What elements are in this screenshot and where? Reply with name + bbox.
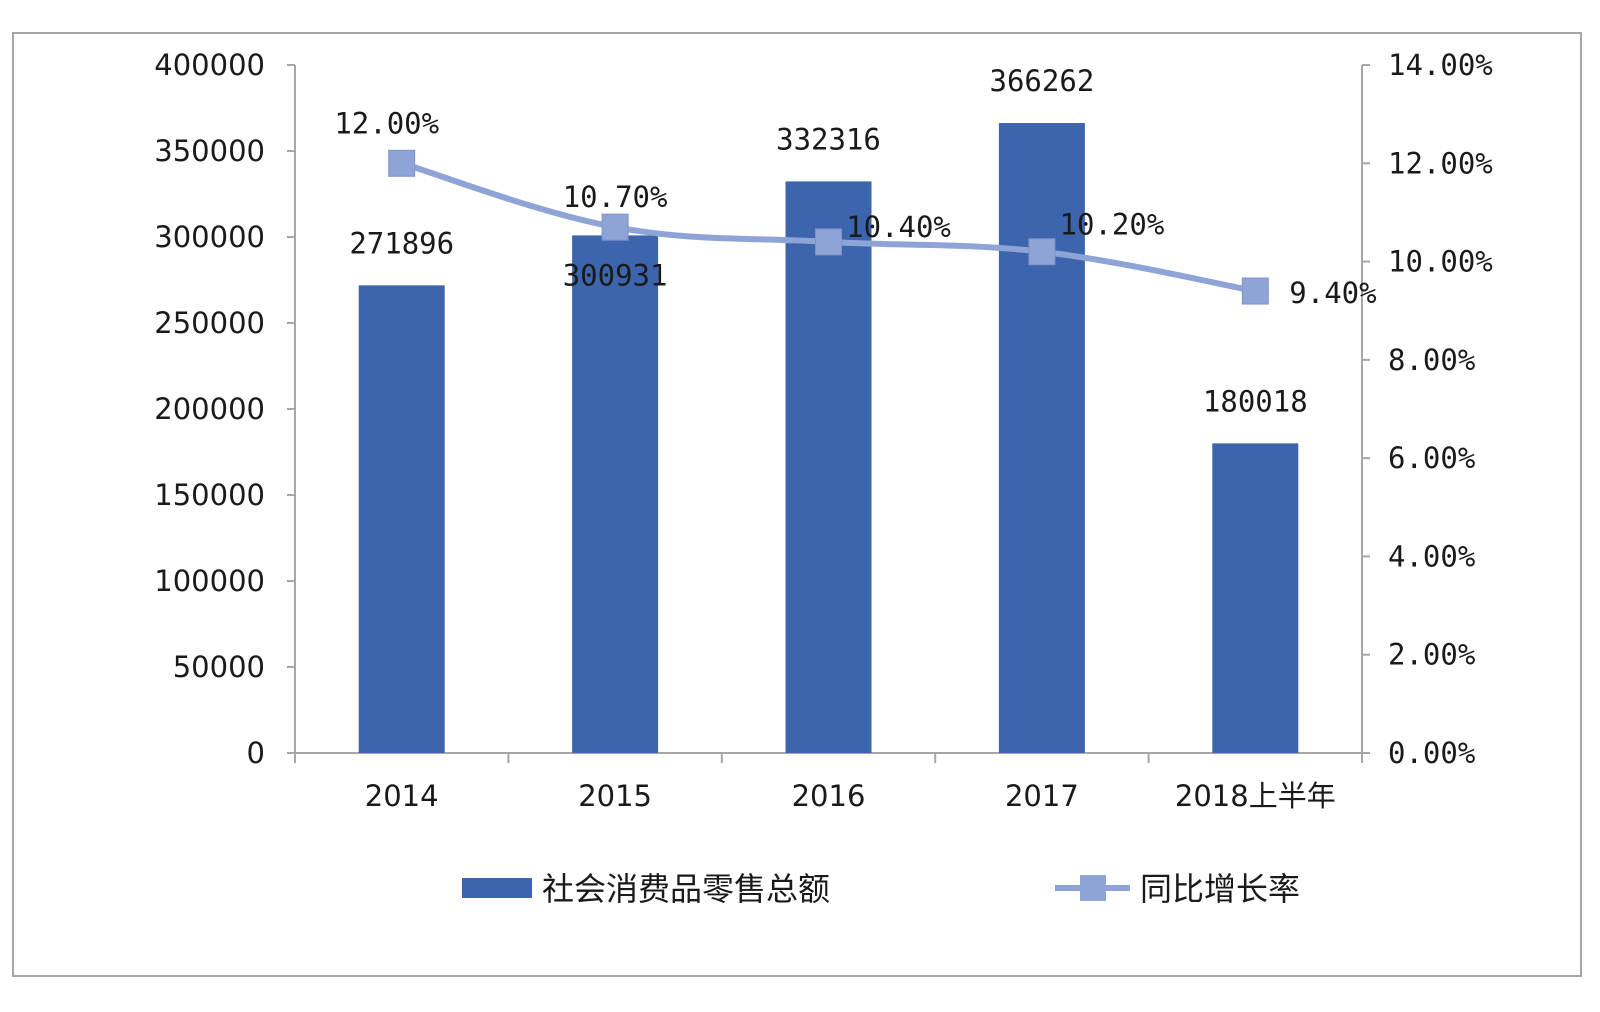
left-y-tick-label: 350000 [154,134,265,168]
line-marker [1028,238,1056,266]
line-marker [815,228,842,256]
line-data-label: 12.00% [334,106,439,140]
bar-data-label: 180018 [1203,384,1308,418]
right-y-tick-label: 2.00% [1388,638,1475,672]
bar [785,181,872,753]
left-y-tick-label: 300000 [154,220,265,254]
left-y-tick-label: 400000 [154,48,265,82]
right-y-tick-label: 12.00% [1388,146,1493,180]
left-y-tick-label: 50000 [173,650,265,684]
legend-line-marker [1080,875,1106,901]
bar [998,123,1085,753]
bar-data-label: 271896 [349,226,454,260]
x-tick-label: 2015 [578,779,652,813]
line-data-label: 10.40% [846,210,951,244]
line-data-label: 10.20% [1060,208,1165,242]
left-y-tick-label: 0 [247,736,265,770]
line-marker [1241,277,1269,305]
bar [1212,443,1299,753]
left-y-tick-label: 250000 [154,306,265,340]
line-marker [388,149,416,177]
legend-line-label: 同比增长率 [1140,870,1300,908]
right-y-tick-label: 6.00% [1388,441,1475,475]
right-y-tick-label: 0.00% [1388,736,1475,770]
left-y-tick-label: 200000 [154,392,265,426]
left-y-tick-label: 100000 [154,564,265,598]
bar [358,285,445,753]
x-tick-label: 2018上半年 [1175,779,1336,813]
right-y-tick-label: 10.00% [1388,245,1493,279]
bar [572,235,659,753]
legend-bar-label: 社会消费品零售总额 [542,870,830,908]
bar-data-label: 300931 [563,258,668,292]
line-marker [601,213,629,241]
right-y-tick-label: 14.00% [1388,48,1493,82]
left-y-tick-label: 150000 [154,478,265,512]
line-data-label: 9.40% [1289,276,1376,310]
bar-data-label: 332316 [776,122,881,156]
x-tick-label: 2014 [365,779,439,813]
line-data-label: 10.70% [563,180,668,214]
right-y-tick-label: 4.00% [1388,539,1475,573]
right-y-tick-label: 8.00% [1388,343,1475,377]
bar-data-label: 366262 [990,64,1095,98]
x-tick-label: 2016 [792,779,866,813]
x-tick-label: 2017 [1005,779,1079,813]
legend-bar-swatch [462,878,532,898]
